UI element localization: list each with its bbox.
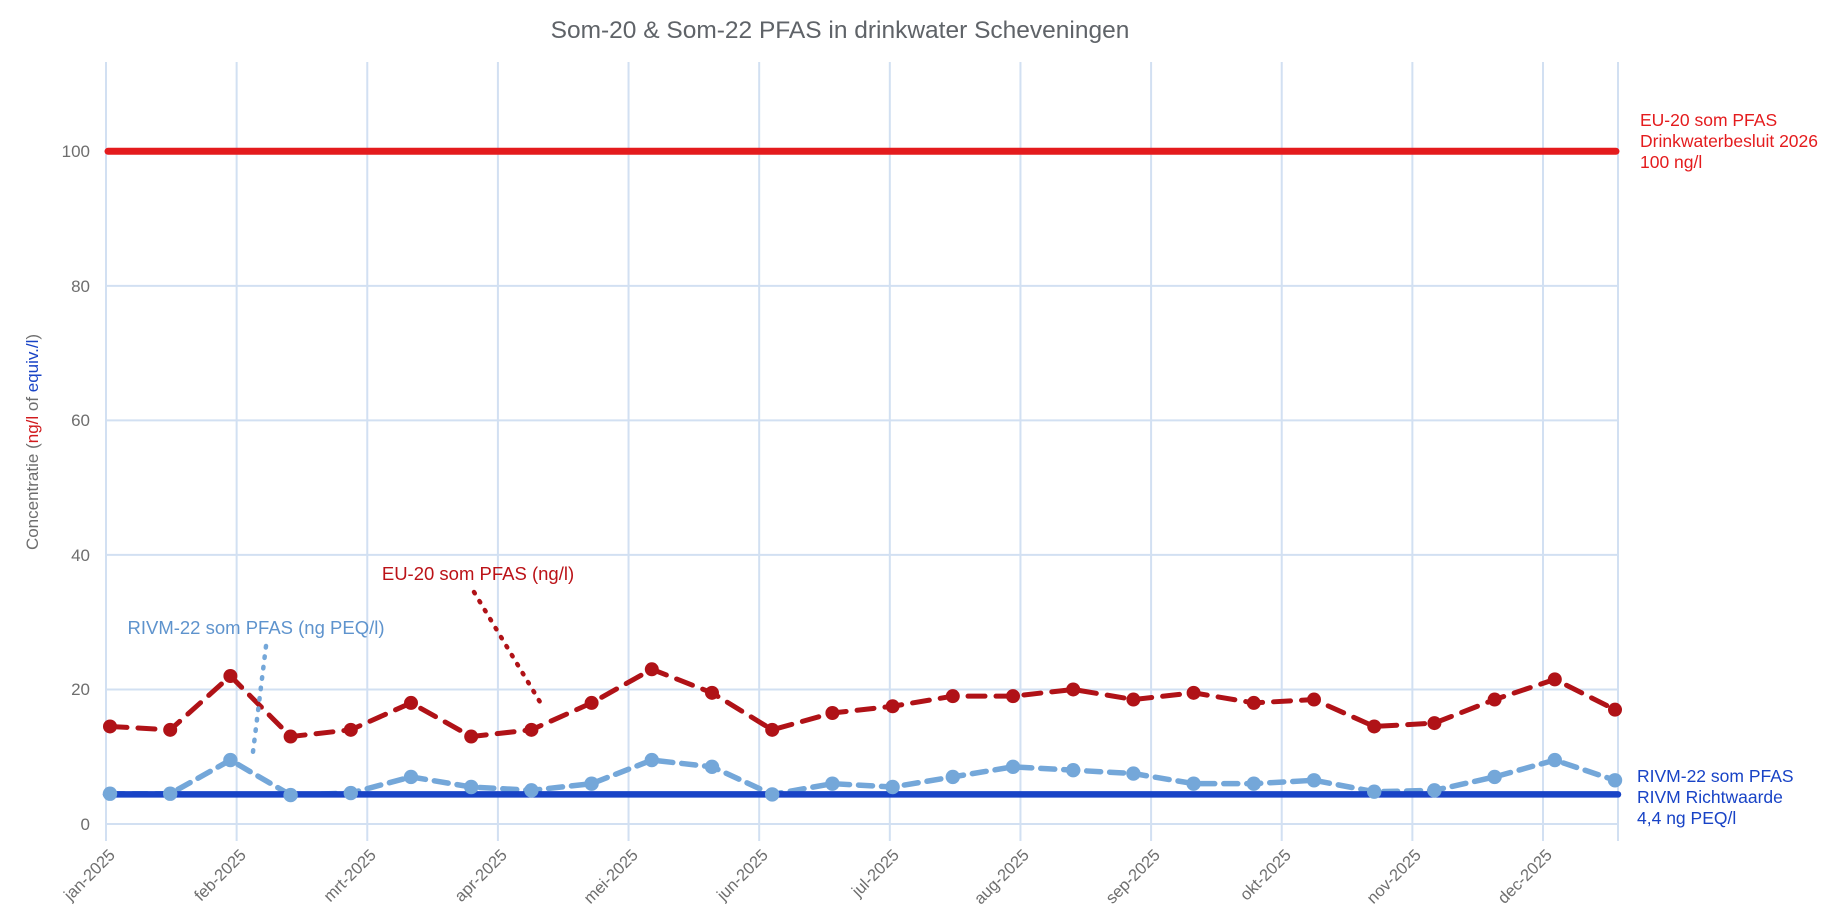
y-axis-title: Concentratie (ng/l of equiv./l) (23, 334, 42, 550)
x-tick-label: jun-2025 (713, 846, 772, 905)
rivm22-data-point (584, 776, 599, 791)
rivm-guideline-annotation-line: RIVM Richtwaarde (1637, 787, 1783, 807)
eu20-data-point (283, 729, 298, 744)
eu20-data-point (1246, 695, 1261, 710)
eu20-data-point (1367, 719, 1382, 734)
eu20-data-point (1006, 689, 1020, 704)
eu20-data-point (404, 695, 418, 710)
x-tick-label: apr-2025 (451, 846, 510, 905)
y-tick-label: 20 (71, 680, 90, 699)
y-axis-title-part-equiv: equiv./l (23, 340, 42, 393)
y-tick-label: 40 (71, 546, 90, 565)
eu20-data-point (945, 689, 960, 704)
rivm22-data-point (1005, 759, 1021, 775)
eu20-series-label: EU-20 som PFAS (ng/l) (382, 563, 574, 584)
rivm22-label-leader-line (249, 643, 269, 763)
rivm22-data-point (644, 752, 659, 768)
y-tick-label: 0 (81, 815, 90, 834)
eu20-data-point (1126, 692, 1141, 707)
y-axis-title-part: Concentratie ( (23, 443, 42, 550)
x-tick-label: feb-2025 (191, 846, 250, 905)
rivm22-data-point (1306, 773, 1322, 788)
eu20-data-point (103, 719, 117, 734)
x-tick-label: mei-2025 (580, 846, 641, 907)
eu20-data-point (1186, 685, 1201, 700)
rivm22-data-point (223, 752, 238, 768)
x-tick-label: sep-2025 (1102, 846, 1163, 907)
eu20-data-point (1427, 716, 1442, 731)
x-tick-label: dec-2025 (1494, 846, 1555, 907)
eu20-data-point (1487, 692, 1502, 707)
rivm22-data-point (825, 776, 840, 791)
eu20-data-point (1307, 692, 1321, 707)
y-axis-title-part: of (23, 392, 42, 416)
rivm22-data-point (1487, 769, 1502, 785)
eu-limit-annotation: EU-20 som PFAS Drinkwaterbesluit 2026 10… (1640, 110, 1818, 172)
x-tick-label: nov-2025 (1363, 846, 1424, 907)
eu20-data-point (644, 662, 659, 677)
eu20-label-leader-line (471, 589, 543, 705)
eu20-data-point (223, 669, 238, 684)
rivm22-data-point (1427, 783, 1442, 798)
y-axis-tick-labels: 0 20 40 60 80 100 (62, 142, 90, 834)
eu20-data-point (524, 722, 539, 737)
rivm22-data-point (524, 783, 539, 798)
eu20-data-point (825, 706, 840, 721)
eu20-data-point (464, 729, 479, 744)
eu-limit-annotation-line: Drinkwaterbesluit 2026 (1640, 131, 1818, 151)
x-tick-label: aug-2025 (971, 846, 1033, 908)
rivm-guideline-annotation: RIVM-22 som PFAS RIVM Richtwaarde 4,4 ng… (1637, 766, 1794, 828)
rivm22-data-point (885, 779, 900, 795)
y-tick-label: 80 (71, 277, 90, 296)
rivm22-data-point (1126, 766, 1141, 781)
eu-limit-annotation-line: EU-20 som PFAS (1640, 110, 1777, 130)
eu20-series-line (107, 666, 1618, 740)
rivm22-data-point (1547, 752, 1563, 768)
y-tick-label: 100 (62, 142, 90, 161)
rivm22-data-point (163, 786, 178, 801)
plot-area (102, 62, 1623, 841)
rivm22-data-point (464, 779, 479, 795)
eu-limit-annotation-line: 100 ng/l (1640, 152, 1702, 172)
rivm22-data-point (1066, 762, 1081, 778)
eu20-data-point (584, 695, 599, 710)
rivm22-series-line (107, 756, 1618, 798)
x-tick-label: okt-2025 (1237, 846, 1295, 904)
rivm22-data-point (945, 769, 960, 785)
x-tick-label: jan-2025 (60, 846, 119, 905)
y-tick-label: 60 (71, 411, 90, 430)
rivm22-data-point (283, 787, 298, 803)
eu20-data-point (1547, 672, 1562, 687)
rivm22-series-label: RIVM-22 som PFAS (ng PEQ/l) (127, 617, 384, 638)
eu20-data-point (705, 685, 719, 700)
rivm22-data-point (1186, 776, 1201, 791)
y-axis-title-part: ) (23, 334, 42, 340)
eu20-data-point (885, 699, 900, 714)
rivm22-data-point (765, 787, 780, 802)
rivm-guideline-annotation-line: 4,4 ng PEQ/l (1637, 808, 1736, 828)
rivm22-data-point (1246, 776, 1262, 791)
eu20-data-point (163, 722, 178, 737)
rivm22-data-point (704, 759, 720, 775)
rivm22-data-point (1367, 784, 1382, 799)
rivm22-data-point (403, 769, 419, 785)
x-tick-label: jul-2025 (848, 846, 903, 901)
y-axis-title-part-ngl: ng/l (23, 416, 42, 443)
eu20-data-point (1608, 702, 1622, 717)
eu20-data-point (1066, 682, 1081, 697)
rivm-guideline-annotation-line: RIVM-22 som PFAS (1637, 766, 1794, 786)
x-tick-label: mrt-2025 (320, 846, 379, 905)
x-axis-tick-labels: jan-2025 feb-2025 mrt-2025 apr-2025 mei-… (60, 846, 1556, 908)
rivm22-data-point (343, 785, 358, 801)
eu20-data-point (765, 722, 780, 737)
rivm22-data-point (102, 786, 118, 801)
rivm22-data-point (1607, 773, 1623, 788)
chart-title: Som-20 & Som-22 PFAS in drinkwater Schev… (551, 17, 1130, 44)
eu20-data-point (343, 722, 358, 737)
